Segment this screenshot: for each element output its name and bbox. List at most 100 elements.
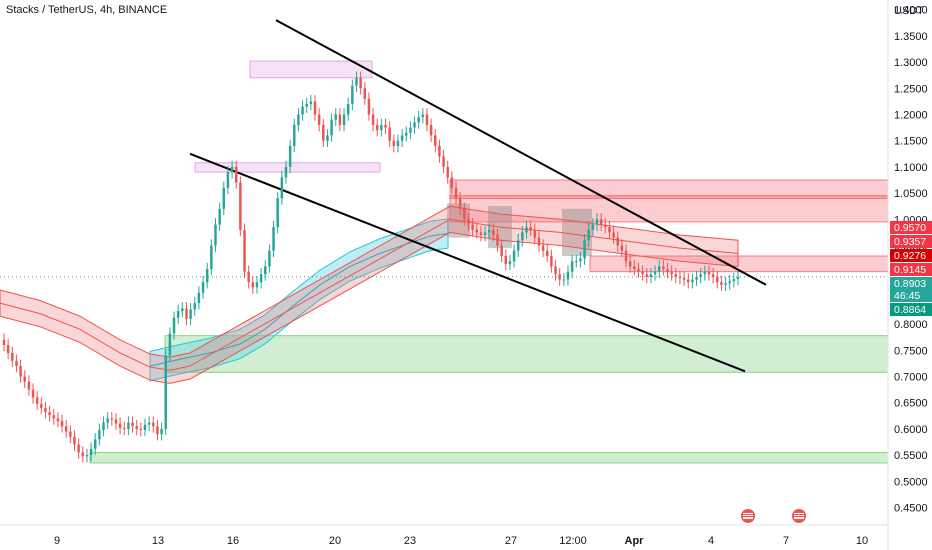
event-flag-icon[interactable] xyxy=(741,509,755,523)
time-axis[interactable]: 9 13 16 20 23 27 12:00 Apr 4 7 10 xyxy=(0,524,888,547)
candle xyxy=(218,202,221,231)
svg-text:0.9570: 0.9570 xyxy=(894,222,926,234)
candle xyxy=(193,296,196,316)
x-tick-label: 27 xyxy=(505,535,517,547)
price-tag: 0.9357 xyxy=(890,235,932,248)
y-tick-label: 1.1500 xyxy=(894,136,928,148)
candle xyxy=(23,370,26,389)
candle xyxy=(724,276,727,292)
currency-label: USDT xyxy=(894,5,924,17)
candle xyxy=(338,108,342,132)
y-tick-label: 0.5000 xyxy=(894,476,928,488)
candle xyxy=(409,121,412,140)
candle xyxy=(707,265,711,281)
candle xyxy=(550,249,553,273)
candle xyxy=(230,160,234,179)
candle xyxy=(77,438,80,459)
svg-text:0.9276: 0.9276 xyxy=(894,250,926,262)
candle xyxy=(425,108,429,132)
candle xyxy=(380,118,383,137)
candle xyxy=(189,303,192,326)
supply-zone xyxy=(194,162,381,173)
candle xyxy=(346,97,350,121)
candle xyxy=(301,100,304,121)
candle xyxy=(73,430,76,451)
candle xyxy=(429,118,433,142)
candle xyxy=(69,425,72,444)
cyan-ma-band xyxy=(149,218,449,382)
candle xyxy=(60,414,64,433)
candle xyxy=(558,268,561,286)
candle xyxy=(56,412,60,428)
x-tick-label: 23 xyxy=(404,535,416,547)
y-tick-label: 1.2000 xyxy=(894,110,928,122)
candle xyxy=(305,97,308,113)
candle xyxy=(633,260,636,276)
candle xyxy=(691,273,694,289)
candle xyxy=(264,260,267,281)
candle xyxy=(417,110,420,129)
candle xyxy=(388,121,391,147)
candle xyxy=(616,231,619,252)
candle xyxy=(608,220,611,239)
candle xyxy=(599,213,603,231)
x-tick-label: 12:00 xyxy=(559,535,587,547)
x-tick-label: 7 xyxy=(783,535,789,547)
candle xyxy=(463,202,466,226)
candle xyxy=(400,129,404,147)
candle xyxy=(637,262,640,278)
candle xyxy=(114,413,118,430)
candle xyxy=(541,239,545,258)
candle xyxy=(554,260,557,281)
candle xyxy=(176,304,180,325)
candle xyxy=(450,171,454,195)
y-tick-label: 1.0500 xyxy=(894,188,928,200)
candle xyxy=(330,113,333,142)
candle xyxy=(135,419,138,436)
candle xyxy=(40,397,43,415)
candle xyxy=(736,270,740,286)
price-tag: 0.9276 xyxy=(890,249,932,262)
trendline-upper xyxy=(275,19,767,286)
svg-text:0.8864: 0.8864 xyxy=(894,304,926,316)
candle xyxy=(682,271,686,286)
candle xyxy=(276,192,279,234)
support-zone xyxy=(164,335,889,373)
candle xyxy=(720,275,723,292)
candle xyxy=(496,228,499,252)
candle xyxy=(98,423,101,446)
y-tick-label: 0.4500 xyxy=(894,503,928,515)
candle xyxy=(516,233,520,258)
candle xyxy=(653,265,657,281)
y-tick-label: 0.7500 xyxy=(894,345,928,357)
y-tick-label: 0.6000 xyxy=(894,424,928,436)
price-tag: 0.9570 xyxy=(890,221,932,234)
candle xyxy=(471,218,474,237)
candle xyxy=(492,223,495,242)
candle xyxy=(160,422,163,441)
candle xyxy=(479,226,483,242)
candle xyxy=(297,108,300,132)
y-tick-label: 1.1000 xyxy=(894,162,928,174)
candle xyxy=(2,333,6,352)
price-tag: 46:45 xyxy=(890,289,932,302)
candle xyxy=(375,118,379,137)
x-tick-label: 16 xyxy=(227,535,239,547)
y-tick-label: 0.7000 xyxy=(894,372,928,384)
candle xyxy=(711,268,715,284)
candle xyxy=(185,302,188,326)
candle xyxy=(164,349,167,436)
candle xyxy=(728,274,731,290)
candle xyxy=(604,218,607,234)
candle xyxy=(512,244,516,268)
event-flag-icon[interactable] xyxy=(792,509,806,523)
candle xyxy=(210,239,213,276)
candle xyxy=(259,268,263,289)
candle xyxy=(27,375,31,396)
candle xyxy=(620,239,624,258)
candle xyxy=(322,118,325,147)
candle xyxy=(255,275,259,294)
candle xyxy=(313,95,317,121)
price-tag: 0.8903 xyxy=(890,277,932,290)
